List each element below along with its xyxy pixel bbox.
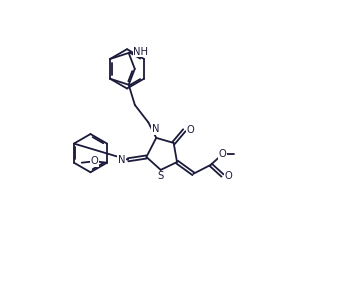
Text: O: O <box>219 149 226 159</box>
Text: NH: NH <box>134 47 149 56</box>
Text: O: O <box>225 171 233 180</box>
Text: N: N <box>118 155 125 165</box>
Text: N: N <box>152 124 159 135</box>
Text: O: O <box>91 156 98 166</box>
Text: O: O <box>187 125 194 135</box>
Text: S: S <box>157 171 163 181</box>
